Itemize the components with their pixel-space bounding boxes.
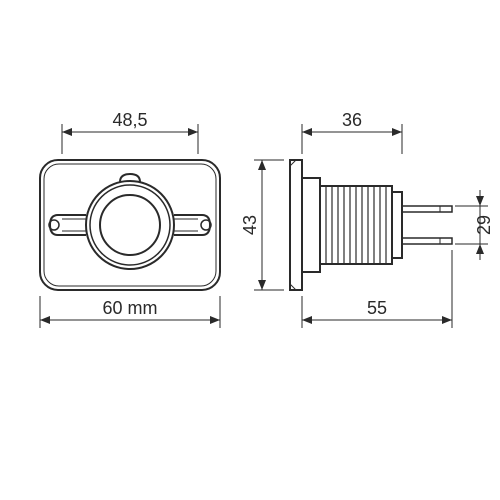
front-view: 48,5 60 mm — [40, 110, 220, 328]
side-body — [302, 178, 320, 272]
rear-cap — [392, 192, 402, 258]
technical-drawing: 48,5 60 mm — [0, 0, 500, 500]
terminals — [402, 206, 452, 244]
dim-right-29: 29 — [455, 190, 494, 260]
dim-top-48-5: 48,5 — [62, 110, 198, 154]
wing-right — [174, 215, 210, 235]
dim-label-36: 36 — [342, 110, 362, 130]
thread-section — [320, 186, 392, 264]
dim-label-55: 55 — [367, 298, 387, 318]
dim-label-43: 43 — [240, 215, 260, 235]
front-inner-body — [44, 164, 216, 286]
dim-label-29: 29 — [474, 215, 494, 235]
dim-top-36: 36 — [302, 110, 402, 154]
dim-height-43: 43 — [240, 160, 284, 290]
socket-inner — [100, 195, 160, 255]
dim-bottom-55: 55 — [302, 250, 452, 328]
dim-bottom-60: 60 mm — [40, 296, 220, 328]
flange — [290, 160, 302, 290]
dim-label-48-5: 48,5 — [112, 110, 147, 130]
socket-ring — [90, 185, 170, 265]
wing-left — [50, 215, 86, 235]
side-view: 43 36 29 — [240, 110, 494, 328]
dim-label-60: 60 mm — [102, 298, 157, 318]
front-outer-body — [40, 160, 220, 290]
